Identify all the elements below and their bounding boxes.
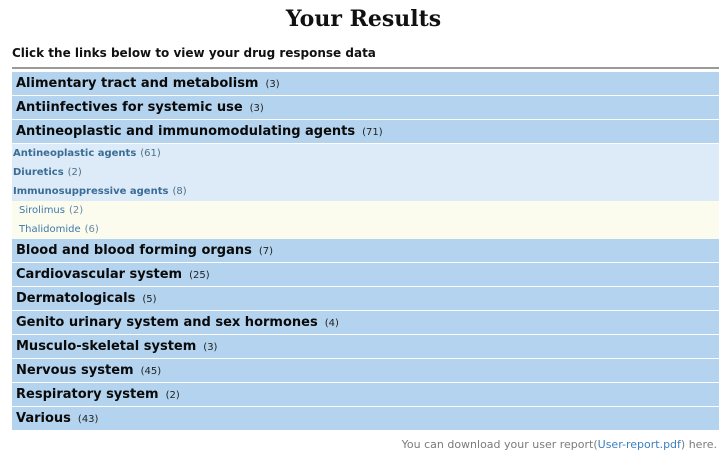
subcategory-count: (2)	[67, 167, 82, 178]
drug-count: (2)	[68, 205, 84, 216]
category-nervous-system[interactable]: Nervous system (45)	[12, 359, 719, 383]
drug-label: Thalidomide	[19, 224, 81, 235]
category-antiinfectives[interactable]: Antiinfectives for systemic use (3)	[12, 96, 719, 120]
subcategory-immunosuppressive-agents[interactable]: Immunosuppressive agents (8)	[12, 182, 719, 201]
category-count: (45)	[140, 366, 162, 377]
category-count: (71)	[362, 127, 383, 138]
category-count: (5)	[142, 294, 157, 305]
instructions-text: Click the links below to view your drug …	[12, 46, 376, 60]
category-label: Blood and blood forming organs	[16, 243, 252, 258]
subcategory-label: Antineoplastic agents	[13, 148, 137, 159]
category-label: Respiratory system	[16, 387, 159, 402]
category-genito-urinary[interactable]: Genito urinary system and sex hormones (…	[12, 311, 719, 335]
category-alimentary-tract[interactable]: Alimentary tract and metabolism (3)	[12, 72, 719, 96]
subcategory-label: Immunosuppressive agents	[13, 186, 169, 197]
category-various[interactable]: Various (43)	[12, 407, 719, 431]
category-count: (3)	[249, 103, 264, 114]
category-cardiovascular[interactable]: Cardiovascular system (25)	[12, 263, 719, 287]
category-count: (25)	[189, 270, 210, 281]
category-count: (43)	[77, 414, 99, 425]
subcategory-label: Diuretics	[13, 167, 64, 178]
category-respiratory[interactable]: Respiratory system (2)	[12, 383, 719, 407]
category-label: Musculo-skeletal system	[16, 339, 197, 354]
category-label: Antineoplastic and immunomodulating agen…	[16, 124, 356, 139]
category-label: Nervous system	[16, 363, 134, 378]
category-blood[interactable]: Blood and blood forming organs (7)	[12, 239, 719, 263]
download-note-suffix: ) here.	[680, 438, 717, 451]
category-label: Antiinfectives for systemic use	[16, 100, 243, 115]
drug-count: (6)	[84, 224, 99, 235]
category-label: Alimentary tract and metabolism	[16, 76, 259, 91]
category-antineoplastic[interactable]: Antineoplastic and immunomodulating agen…	[12, 120, 719, 144]
drug-category-list: Alimentary tract and metabolism (3) Anti…	[12, 72, 719, 431]
category-musculo-skeletal[interactable]: Musculo-skeletal system (3)	[12, 335, 719, 359]
category-dermatologicals[interactable]: Dermatologicals (5)	[12, 287, 719, 311]
download-note-prefix: You can download your user report(	[401, 438, 598, 451]
category-count: (4)	[324, 318, 339, 329]
category-label: Cardiovascular system	[16, 267, 183, 282]
category-label: Genito urinary system and sex hormones	[16, 315, 318, 330]
drug-label: Sirolimus	[19, 205, 65, 216]
user-report-link[interactable]: User-report.pdf	[597, 438, 681, 451]
divider	[12, 67, 719, 69]
subcategory-count: (61)	[140, 148, 161, 159]
subcategory-antineoplastic-agents[interactable]: Antineoplastic agents (61)	[12, 144, 719, 163]
subcategory-diuretics[interactable]: Diuretics (2)	[12, 163, 719, 182]
category-count: (2)	[165, 390, 180, 401]
category-count: (3)	[265, 79, 280, 90]
category-count: (7)	[258, 246, 274, 257]
drug-sirolimus[interactable]: Sirolimus (2)	[12, 201, 719, 220]
subcategory-count: (8)	[172, 186, 187, 197]
drug-thalidomide[interactable]: Thalidomide (6)	[12, 220, 719, 239]
page-title: Your Results	[285, 6, 442, 32]
category-count: (3)	[203, 342, 218, 353]
download-note: You can download your user report(User-r…	[402, 438, 717, 451]
category-label: Dermatologicals	[16, 291, 136, 306]
category-label: Various	[16, 411, 71, 426]
